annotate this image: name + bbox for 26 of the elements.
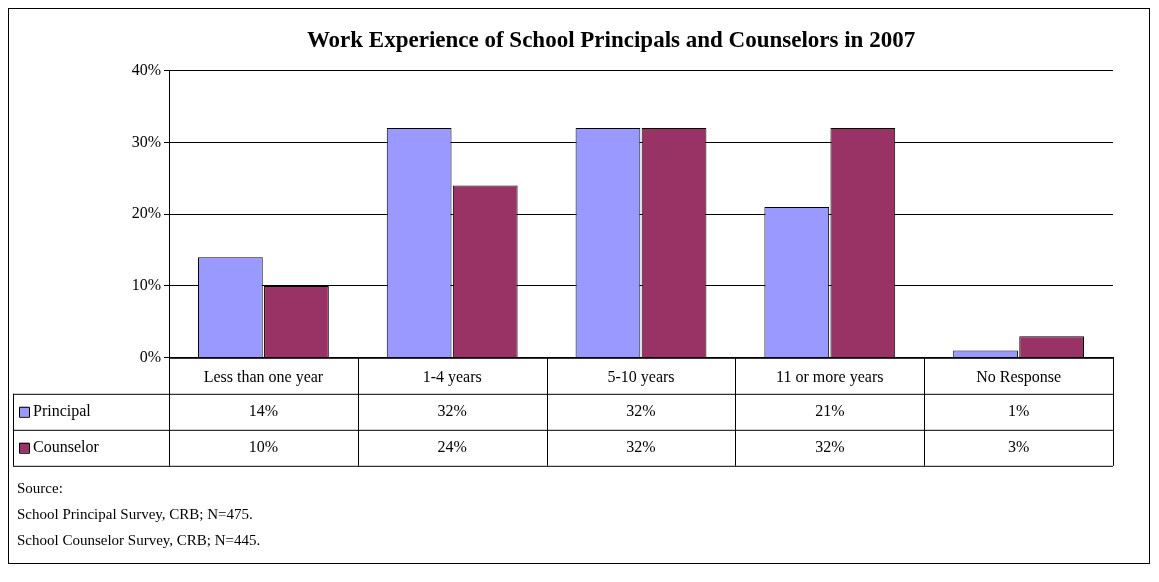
data-label: 10% [248,438,279,455]
y-tick-label: 40% [131,60,161,78]
data-label: 32% [626,402,656,419]
y-tick-label: 10% [131,276,161,294]
y-tick-label: 0% [139,348,161,365]
text: School Counselor Survey, CRB; N=445. [17,531,262,550]
data-label: 21% [815,402,845,419]
source-note: Source: [17,479,64,498]
x-tick-label: No Response [976,367,1062,386]
legend-label: Principal [33,402,92,420]
data-label: 24% [437,438,467,455]
data-label: 32% [815,438,845,455]
data-label: 1% [1007,402,1030,419]
chart-title: Work Experience of School Principals and Counselors in 2007 [306,26,916,52]
data-label: 14% [248,402,279,419]
x-tick-label: 5-10 years [607,367,675,386]
legend-label: Counselor [33,438,100,455]
data-label: 3% [1007,438,1030,455]
x-tick-label: Less than one year [203,367,324,386]
x-tick-label: 1-4 years [422,367,482,386]
text: School Principal Survey, CRB; N=475. [17,505,254,524]
y-tick-label: 20% [131,204,161,222]
data-label: 32% [626,438,656,455]
data-label: 32% [437,402,467,419]
x-tick-label: 11 or more years [776,367,884,386]
y-tick-label: 30% [131,132,161,150]
